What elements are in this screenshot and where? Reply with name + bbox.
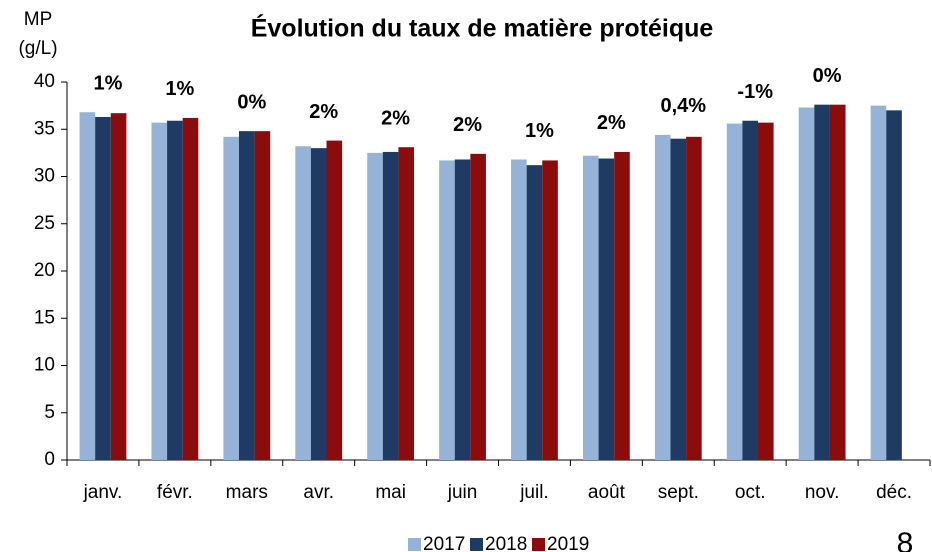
- x-tick-label: oct.: [735, 482, 766, 503]
- bar: [382, 151, 399, 460]
- x-tick-label: nov.: [805, 482, 840, 503]
- bar: [742, 120, 759, 461]
- annotation: 2%: [309, 101, 338, 123]
- bar: [670, 138, 687, 460]
- bar: [614, 151, 630, 460]
- bar: [829, 104, 846, 461]
- bar: [654, 134, 671, 461]
- annotation: 2%: [597, 112, 626, 134]
- bar: [151, 122, 168, 460]
- legend-label: 2018: [485, 534, 527, 552]
- bar: [95, 116, 111, 460]
- bar: [542, 160, 558, 460]
- y-axis-label: MP: [24, 9, 53, 30]
- bar: [582, 155, 599, 460]
- annotation: 2%: [381, 107, 410, 129]
- bar: [254, 131, 271, 460]
- legend-label: 2019: [547, 534, 589, 552]
- x-tick-label: juil.: [519, 482, 549, 503]
- bar: [454, 159, 471, 461]
- legend-label: 2017: [423, 534, 465, 552]
- x-tick-label: mars: [226, 482, 268, 503]
- bar: [295, 146, 311, 460]
- annotation: 0%: [813, 65, 842, 87]
- x-tick-label: mai: [375, 482, 406, 503]
- bar: [326, 140, 343, 460]
- bar: [726, 123, 743, 460]
- bar: [110, 113, 127, 460]
- bar: [439, 160, 455, 460]
- bar: [167, 120, 183, 461]
- x-tick-label: juin: [447, 482, 478, 503]
- bar: [79, 112, 96, 461]
- annotation: -1%: [737, 81, 773, 103]
- bar: [886, 110, 902, 460]
- legend-swatch: [470, 538, 483, 551]
- page-number: 8: [897, 527, 914, 552]
- y-tick-label: 35: [34, 118, 55, 139]
- annotation: 2%: [453, 114, 482, 136]
- bar: [758, 122, 774, 460]
- x-tick-label: sept.: [658, 482, 699, 503]
- bar: [182, 117, 199, 460]
- y-tick-label: 30: [34, 166, 55, 187]
- x-tick-label: janv.: [83, 482, 123, 503]
- x-tick-label: févr.: [157, 482, 193, 503]
- x-tick-label: avr.: [303, 482, 334, 503]
- bar: [686, 136, 702, 460]
- annotation: 1%: [525, 120, 554, 142]
- bar: [598, 158, 615, 461]
- bar: [238, 131, 255, 460]
- bar: [310, 148, 327, 460]
- y-tick-label: 25: [34, 213, 55, 234]
- bar: [814, 104, 830, 461]
- bar: [470, 153, 486, 460]
- x-tick-label: août: [588, 482, 626, 503]
- bar: [798, 107, 815, 460]
- annotation: 1%: [94, 73, 123, 95]
- bar: [870, 105, 887, 460]
- y-tick-label: 20: [34, 260, 55, 281]
- y-axis-label: (g/L): [18, 38, 57, 59]
- y-tick-label: 5: [44, 402, 55, 423]
- legend-swatch: [532, 538, 545, 551]
- annotation: 0,4%: [660, 95, 706, 117]
- bar: [223, 136, 239, 460]
- bar: [511, 159, 527, 461]
- y-tick-label: 15: [34, 307, 55, 328]
- annotation: 1%: [165, 78, 194, 100]
- annotation: 0%: [237, 91, 266, 113]
- chart-title: Évolution du taux de matière protéique: [251, 14, 714, 43]
- y-tick-label: 40: [34, 71, 55, 92]
- bar: [526, 165, 543, 460]
- y-tick-label: 0: [44, 449, 55, 470]
- legend-swatch: [408, 538, 421, 551]
- bar: [398, 147, 415, 460]
- bar: [367, 152, 383, 460]
- x-tick-label: déc.: [876, 482, 912, 503]
- y-tick-label: 10: [34, 355, 55, 376]
